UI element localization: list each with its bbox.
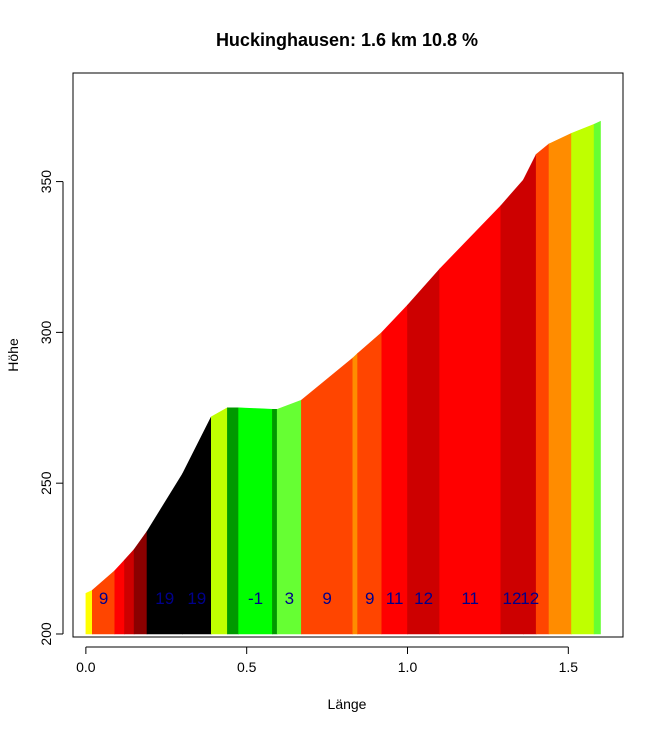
profile-segment-22 bbox=[571, 123, 595, 635]
profile-segment-23 bbox=[593, 120, 601, 635]
y-axis-label: Höhe bbox=[5, 338, 21, 372]
profile-segment-16 bbox=[407, 268, 441, 635]
profile-segment-19 bbox=[522, 154, 537, 635]
gradient-label-5: 19 bbox=[155, 589, 174, 608]
profile-segment-7 bbox=[211, 407, 228, 635]
gradient-label-19: 12 bbox=[520, 589, 539, 608]
profile-segment-15 bbox=[381, 304, 408, 635]
chart-title: Huckinghausen: 1.6 km 10.8 % bbox=[216, 30, 478, 50]
x-axis: 0.0 0.5 1.0 1.5 bbox=[76, 646, 579, 675]
profile-segment-10 bbox=[272, 408, 278, 635]
y-tick-label-3: 350 bbox=[38, 170, 54, 194]
gradient-label-6: 19 bbox=[187, 589, 206, 608]
gradient-label-17: 11 bbox=[461, 589, 479, 608]
profile-segment-20 bbox=[535, 143, 550, 635]
profile-segment-17 bbox=[439, 204, 502, 635]
gradient-label-11: 3 bbox=[285, 589, 294, 608]
y-tick-label-0: 200 bbox=[38, 622, 54, 646]
profile-segment-2 bbox=[114, 559, 125, 635]
profile-segment-8 bbox=[227, 407, 239, 635]
x-tick-label-3: 1.5 bbox=[559, 659, 579, 675]
gradient-label-15: 11 bbox=[386, 589, 404, 608]
plot-frame bbox=[72, 72, 624, 638]
profile-segment-5 bbox=[146, 473, 183, 635]
y-tick-label-1: 250 bbox=[38, 471, 54, 495]
y-tick-label-2: 300 bbox=[38, 321, 54, 345]
gradient-label-12: 9 bbox=[322, 589, 331, 608]
gradient-label-18: 12 bbox=[503, 589, 522, 608]
profile-segment-4 bbox=[133, 530, 148, 635]
profile-segment-0 bbox=[85, 589, 93, 635]
profile-segment-3 bbox=[124, 548, 135, 635]
x-tick-label-0: 0.0 bbox=[76, 659, 96, 675]
x-tick-label-2: 1.0 bbox=[398, 659, 418, 675]
x-tick-label-1: 0.5 bbox=[237, 659, 257, 675]
y-axis: 200 250 300 350 bbox=[38, 170, 64, 646]
x-axis-label: Länge bbox=[328, 696, 367, 712]
profile-segment-18 bbox=[500, 179, 524, 635]
gradient-label-1: 9 bbox=[99, 589, 108, 608]
gradient-label-14: 9 bbox=[365, 589, 374, 608]
gradient-label-9: -1 bbox=[248, 589, 263, 608]
profile-segment-21 bbox=[548, 132, 572, 635]
profile-segment-13 bbox=[352, 352, 358, 635]
gradient-label-16: 12 bbox=[414, 589, 433, 608]
profile-segments bbox=[85, 120, 601, 635]
